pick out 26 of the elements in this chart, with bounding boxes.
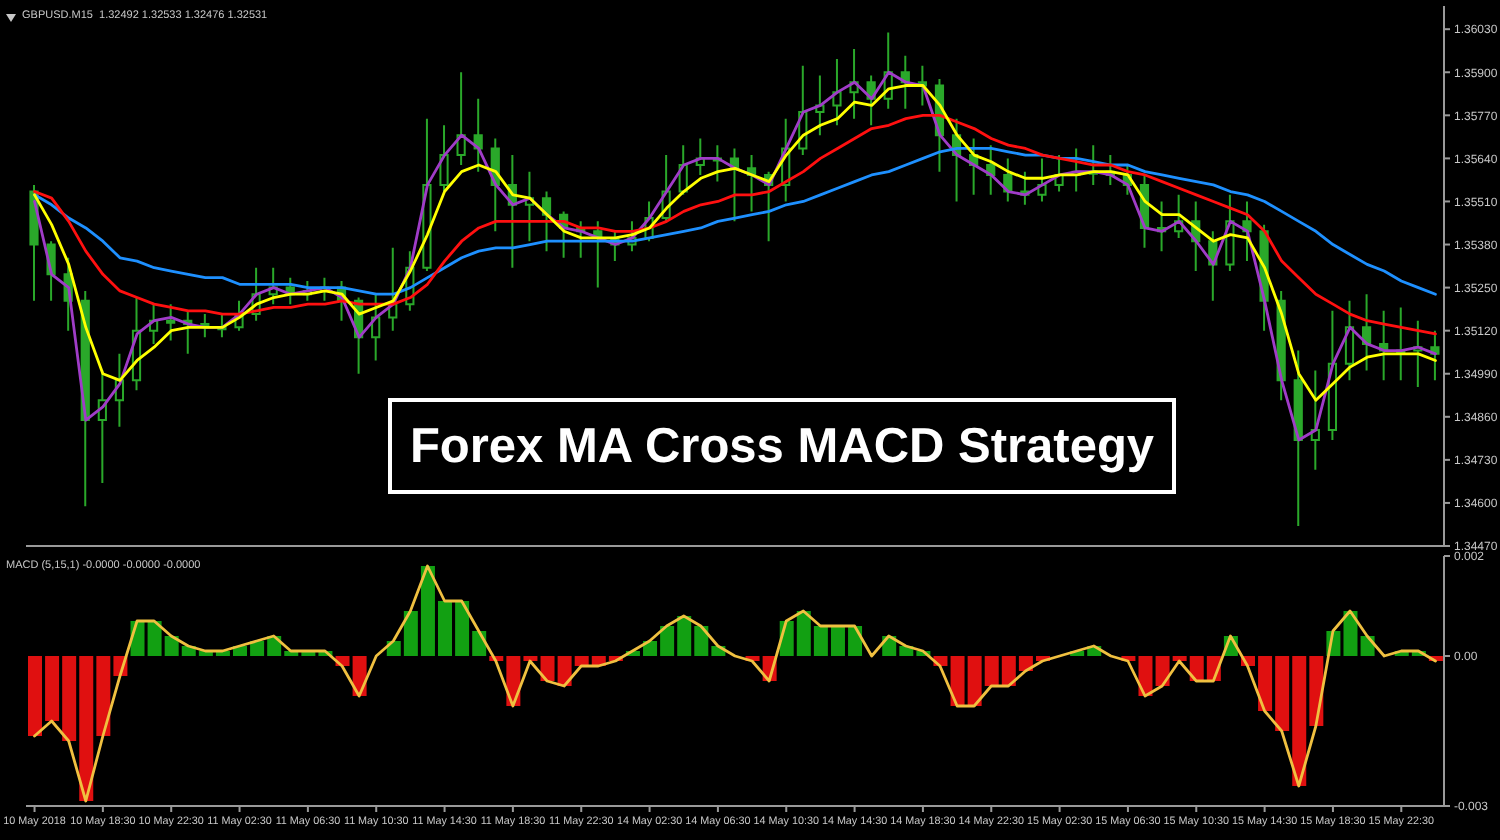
candlestick: [1379, 309, 1389, 382]
candlestick: [97, 369, 107, 485]
candlestick: [1037, 157, 1047, 203]
candlestick: [541, 190, 552, 253]
line-series: [33, 147, 1437, 296]
candlestick: [166, 303, 176, 342]
line-series: [33, 564, 1437, 803]
candlestick: [1310, 369, 1320, 471]
candlestick: [729, 147, 740, 223]
candlestick: [900, 54, 910, 110]
candlestick: [746, 154, 757, 213]
candlestick: [473, 97, 483, 173]
candlestick: [1361, 293, 1372, 372]
candlestick: [986, 144, 996, 196]
candlestick: [1293, 349, 1303, 528]
candlestick: [815, 74, 825, 137]
line-series: [33, 113, 1437, 336]
candlestick: [1413, 319, 1423, 388]
candlestick: [593, 220, 603, 289]
candlestick: [1242, 200, 1252, 263]
candlestick: [1430, 329, 1440, 382]
candlestick: [439, 124, 449, 193]
candlestick: [388, 246, 398, 332]
text: Forex MA Cross MACD Strategy: [409, 420, 1155, 474]
candlestick: [456, 71, 466, 167]
candlestick: [832, 58, 842, 127]
